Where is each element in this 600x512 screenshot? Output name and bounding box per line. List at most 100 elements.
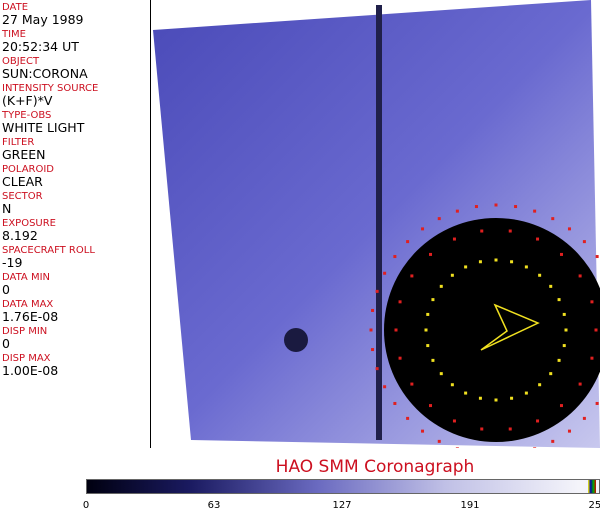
- field-label: OBJECT: [2, 56, 40, 67]
- marker-dot: [383, 385, 387, 389]
- marker-dot: [582, 240, 586, 244]
- marker-dot: [398, 356, 402, 360]
- marker-dot: [426, 312, 430, 316]
- marker-dot: [578, 274, 582, 278]
- marker-dot: [524, 391, 528, 395]
- marker-dot: [450, 383, 454, 387]
- marker-dot: [455, 209, 459, 213]
- marker-dot: [559, 252, 563, 256]
- marker-dot: [437, 217, 441, 221]
- marker-dot: [549, 284, 553, 288]
- marker-dot: [478, 396, 482, 400]
- marker-dot: [410, 274, 414, 278]
- marker-dot: [549, 372, 553, 376]
- occulter: [384, 218, 600, 442]
- marker-dot: [559, 404, 563, 408]
- marker-dot: [538, 273, 542, 277]
- marker-dot: [452, 419, 456, 423]
- marker-dot: [455, 447, 459, 448]
- marker-dot: [508, 229, 512, 233]
- marker-dot: [567, 429, 571, 433]
- field-value: SUN:CORONA: [2, 66, 88, 81]
- sun-marker: [480, 303, 540, 351]
- field-value: CLEAR: [2, 174, 43, 189]
- instrument-title: HAO SMM Coronagraph: [275, 457, 475, 477]
- marker-dot: [480, 427, 484, 431]
- marker-dot: [452, 237, 456, 241]
- marker-dot: [533, 209, 537, 213]
- coronagraph-image: [153, 0, 600, 448]
- colorbar-tick: 0: [82, 500, 90, 511]
- field-label: DATE: [2, 2, 29, 13]
- marker-dot: [450, 273, 454, 277]
- field-label: POLAROID: [2, 164, 55, 175]
- field-value: (K+F)*V: [2, 93, 53, 108]
- marker-dot: [533, 447, 537, 448]
- marker-dot: [431, 298, 435, 302]
- field-value: GREEN: [2, 147, 46, 162]
- field-value: 0: [2, 336, 10, 351]
- field-label: DISP MAX: [2, 353, 51, 364]
- colorbar-tick: 63: [207, 500, 221, 511]
- field-value: -19: [2, 255, 23, 270]
- occulter-markers: [369, 203, 599, 448]
- field-label: SPACECRAFT ROLL: [2, 245, 95, 256]
- field-label: DISP MIN: [2, 326, 48, 337]
- colorbar-tick: 255: [588, 500, 600, 511]
- field-value: 1.00E-08: [2, 363, 59, 378]
- colorbar: [86, 479, 600, 494]
- field-value: 20:52:34 UT: [2, 39, 79, 54]
- marker-dot: [590, 300, 594, 304]
- marker-dot: [480, 229, 484, 233]
- marker-dot: [464, 391, 468, 395]
- marker-dot: [439, 372, 443, 376]
- marker-dot: [562, 312, 566, 316]
- marker-dot: [429, 252, 433, 256]
- colorbar-tick: 191: [460, 500, 480, 511]
- field-label: TYPE-OBS: [2, 110, 52, 121]
- field-label: EXPOSURE: [2, 218, 57, 229]
- marker-dot: [474, 205, 478, 209]
- pylon: [376, 5, 382, 440]
- marker-dot: [590, 356, 594, 360]
- marker-dot: [514, 205, 518, 209]
- field-value: 27 May 1989: [2, 12, 84, 27]
- marker-dot: [429, 404, 433, 408]
- marker-dot: [557, 298, 561, 302]
- marker-dot: [595, 255, 599, 259]
- marker-dot: [594, 328, 598, 332]
- metadata-panel: DATE 27 May 1989 TIME 20:52:34 UT OBJECT SUN:…: [0, 0, 151, 448]
- marker-dot: [431, 358, 435, 362]
- field-label: FILTER: [2, 137, 35, 148]
- marker-dot: [578, 382, 582, 386]
- marker-dot: [510, 260, 514, 264]
- marker-dot: [582, 416, 586, 420]
- marker-dot: [369, 328, 373, 332]
- colorbar-overlay-colors: [588, 480, 596, 493]
- marker-dot: [437, 439, 441, 443]
- marker-dot: [439, 284, 443, 288]
- field-value: WHITE LIGHT: [2, 120, 85, 135]
- marker-dot: [536, 237, 540, 241]
- marker-dot: [371, 348, 375, 352]
- marker-dot: [398, 300, 402, 304]
- marker-dot: [464, 265, 468, 269]
- marker-dot: [562, 344, 566, 348]
- field-label: INTENSITY SOURCE: [2, 83, 99, 94]
- marker-dot: [551, 217, 555, 221]
- marker-dot: [567, 227, 571, 231]
- marker-dot: [536, 419, 540, 423]
- marker-dot: [393, 401, 397, 405]
- field-label: DATA MIN: [2, 272, 50, 283]
- marker-dot: [426, 344, 430, 348]
- marker-dot: [595, 401, 599, 405]
- marker-dot: [557, 358, 561, 362]
- marker-dot: [524, 265, 528, 269]
- marker-dot: [564, 328, 568, 332]
- field-value: 0: [2, 282, 10, 297]
- field-value: 8.192: [2, 228, 38, 243]
- marker-dot: [494, 398, 498, 402]
- marker-dot: [383, 271, 387, 275]
- marker-dot: [510, 396, 514, 400]
- field-label: TIME: [2, 29, 27, 40]
